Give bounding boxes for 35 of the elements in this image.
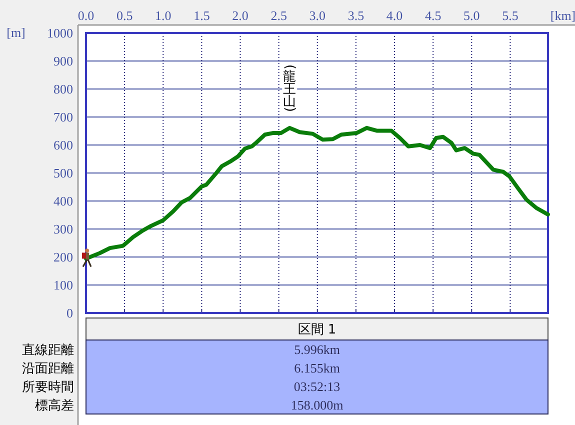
x-tick-label: 3.0 <box>309 8 326 23</box>
y-tick-label: 1000 <box>47 26 73 41</box>
y-tick-label: 100 <box>54 278 73 293</box>
x-tick-label: 1.0 <box>155 8 172 23</box>
category-label: 標高差 <box>35 397 74 414</box>
x-tick-label: 1.5 <box>194 8 210 23</box>
x-tick-label: 3.5 <box>348 8 364 23</box>
text: 6.155km <box>294 360 340 376</box>
x-tick-label: 0.5 <box>116 8 133 23</box>
x-tick-label: 5.5 <box>502 8 518 23</box>
y-tick-label: 500 <box>54 166 73 181</box>
x-tick-label: 4.0 <box>386 8 403 23</box>
y-tick-label: 800 <box>54 82 73 97</box>
x-tick-label: 2.5 <box>270 8 287 23</box>
x-tick-label: 4.5 <box>424 8 442 23</box>
text: 区間 1 <box>298 322 336 338</box>
y-tick-label: 600 <box>54 138 73 153</box>
y-tick-label: 400 <box>54 194 73 209</box>
y-axis-title: [m] <box>6 25 26 40</box>
text: 158.000m <box>290 397 344 412</box>
annotation: (龍王山) <box>282 64 297 112</box>
category-label: 所要時間 <box>22 380 74 395</box>
y-tick-label: 0 <box>66 306 73 321</box>
text: 03:52:13 <box>294 378 340 394</box>
x-tick-label: 2.0 <box>232 8 248 23</box>
text: 5.996km <box>294 342 340 357</box>
y-tick-label: 300 <box>54 222 73 237</box>
y-tick-label: 200 <box>54 250 73 265</box>
y-tick-label: 700 <box>54 110 73 125</box>
category-label: 直線距離 <box>22 342 74 358</box>
category-label: 沿面距離 <box>22 361 74 376</box>
x-tick-label: 0.0 <box>78 8 94 23</box>
y-tick-label: 900 <box>54 54 73 69</box>
x-axis-title: [km] <box>550 8 575 23</box>
x-tick-label: 5.0 <box>464 8 480 23</box>
